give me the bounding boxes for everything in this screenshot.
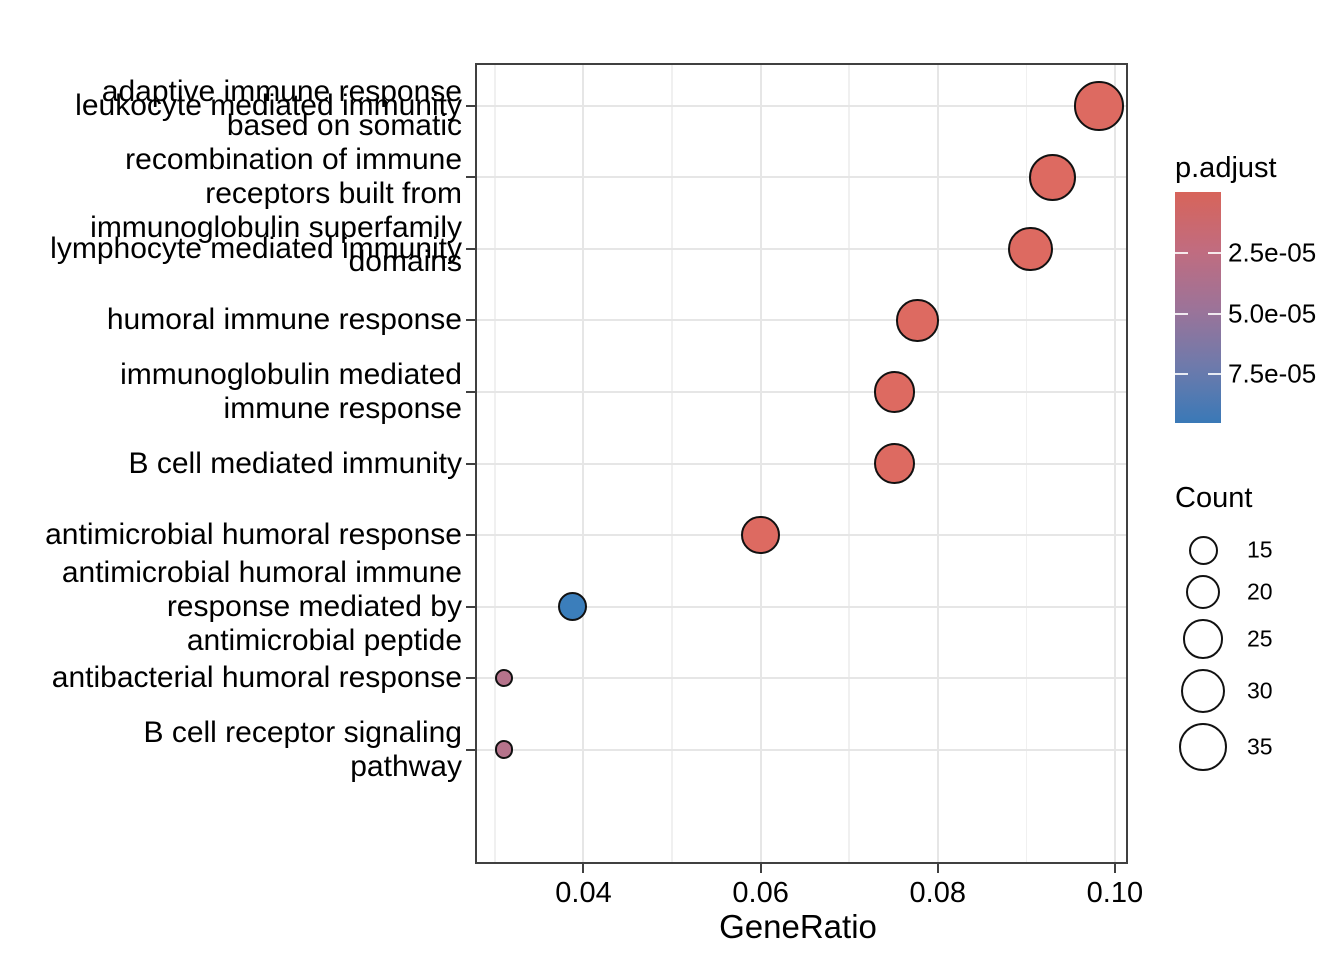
y-tick-mark <box>466 247 475 250</box>
colorbar-tick-label: 2.5e-05 <box>1228 237 1317 268</box>
gridline-major-y <box>477 605 1126 608</box>
dot <box>873 371 916 413</box>
colorbar-tick-mark <box>1175 373 1188 376</box>
y-tick-mark <box>466 677 475 680</box>
y-axis-label: B cell mediated immunity <box>128 446 462 480</box>
x-tick-label: 0.08 <box>909 877 966 909</box>
gridline-major-y <box>477 319 1126 322</box>
x-tick-label: 0.04 <box>555 877 612 909</box>
gridline-major-y <box>477 247 1126 250</box>
gridline-major-y <box>477 390 1126 393</box>
x-tick-label: 0.10 <box>1086 877 1144 909</box>
gridline-major-y <box>477 176 1126 179</box>
dot <box>494 740 513 759</box>
color-legend-title: p.adjust <box>1175 152 1277 184</box>
colorbar-tick-label: 7.5e-05 <box>1228 358 1317 389</box>
colorbar-tick-mark <box>1208 251 1221 254</box>
y-axis-label: antimicrobial humoral response <box>45 518 462 552</box>
y-axis-label: leukocyte mediated immunity <box>75 88 462 122</box>
count-legend-label: 30 <box>1247 677 1273 704</box>
count-legend-label: 20 <box>1247 578 1273 605</box>
y-axis-label: lymphocyte mediated immunity <box>50 231 462 265</box>
y-axis-label: B cell receptor signaling pathway <box>143 715 462 783</box>
count-legend-label: 15 <box>1247 536 1273 563</box>
x-tick-mark <box>759 864 762 873</box>
count-legend-label: 35 <box>1247 733 1273 760</box>
gridline-major-y <box>477 462 1126 465</box>
count-legend-label: 25 <box>1247 625 1273 652</box>
count-legend-circle <box>1183 619 1223 659</box>
dot <box>494 668 513 688</box>
x-tick-mark <box>1113 864 1116 873</box>
dot <box>873 442 916 485</box>
plot-panel <box>475 63 1128 864</box>
y-tick-mark <box>466 605 475 608</box>
y-tick-mark <box>466 462 475 465</box>
y-axis-label: antimicrobial humoral immune response me… <box>61 555 462 657</box>
gridline-major-y <box>477 104 1126 107</box>
x-tick-mark <box>582 864 585 873</box>
gridline-major-y <box>477 534 1126 537</box>
y-axis-label: adaptive immune response based on somati… <box>90 75 462 279</box>
colorbar-tick-mark <box>1208 373 1221 376</box>
colorbar-tick-mark <box>1175 251 1188 254</box>
y-tick-mark <box>466 390 475 393</box>
colorbar <box>1175 192 1221 423</box>
x-tick-label: 0.06 <box>732 877 789 909</box>
gridline-major-y <box>477 748 1126 751</box>
y-axis-label: immunoglobulin mediated immune response <box>120 357 462 425</box>
size-legend-title: Count <box>1175 482 1253 514</box>
dot <box>1029 153 1077 201</box>
y-tick-mark <box>466 748 475 751</box>
y-axis-label: humoral immune response <box>106 303 462 337</box>
count-legend-circle <box>1188 535 1218 565</box>
dot <box>741 515 780 555</box>
y-tick-mark <box>466 534 475 537</box>
y-tick-mark <box>466 104 475 107</box>
count-legend-circle <box>1185 574 1221 610</box>
count-legend-circle <box>1181 668 1225 713</box>
count-legend-circle <box>1179 722 1227 771</box>
y-tick-mark <box>466 176 475 179</box>
dot <box>896 299 939 342</box>
colorbar-tick-label: 5.0e-05 <box>1228 298 1317 329</box>
x-axis-title: GeneRatio <box>719 908 877 945</box>
dot <box>558 592 588 622</box>
dot <box>1008 226 1054 272</box>
colorbar-tick-mark <box>1208 312 1221 315</box>
x-tick-mark <box>936 864 939 873</box>
colorbar-tick-mark <box>1175 312 1188 315</box>
y-tick-mark <box>466 319 475 322</box>
gridline-major-y <box>477 677 1126 680</box>
dot <box>1074 81 1124 131</box>
y-axis-label: antibacterial humoral response <box>51 661 462 695</box>
